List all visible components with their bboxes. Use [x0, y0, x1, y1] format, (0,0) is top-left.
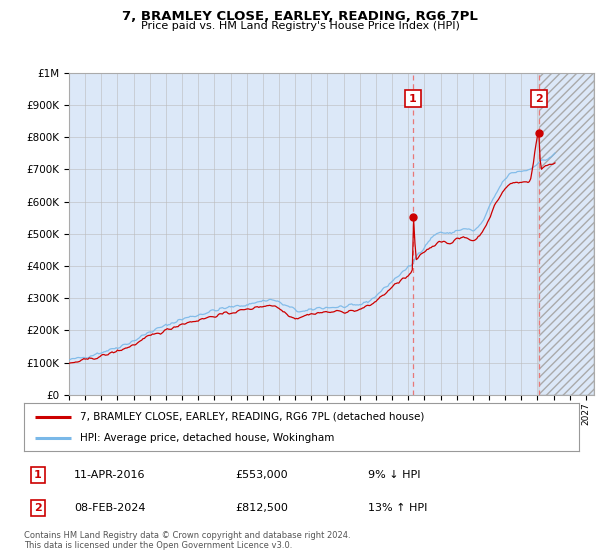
Text: 2: 2 [535, 94, 543, 104]
Text: 7, BRAMLEY CLOSE, EARLEY, READING, RG6 7PL: 7, BRAMLEY CLOSE, EARLEY, READING, RG6 7… [122, 10, 478, 23]
Text: 08-FEB-2024: 08-FEB-2024 [74, 503, 145, 513]
Text: Contains HM Land Registry data © Crown copyright and database right 2024.
This d: Contains HM Land Registry data © Crown c… [24, 531, 350, 550]
Text: 1: 1 [34, 470, 42, 480]
Text: £553,000: £553,000 [235, 470, 287, 480]
Text: HPI: Average price, detached house, Wokingham: HPI: Average price, detached house, Woki… [79, 433, 334, 444]
Text: 2: 2 [34, 503, 42, 513]
Text: 1: 1 [409, 94, 416, 104]
Text: 7, BRAMLEY CLOSE, EARLEY, READING, RG6 7PL (detached house): 7, BRAMLEY CLOSE, EARLEY, READING, RG6 7… [79, 412, 424, 422]
Text: £812,500: £812,500 [235, 503, 288, 513]
Text: Price paid vs. HM Land Registry's House Price Index (HPI): Price paid vs. HM Land Registry's House … [140, 21, 460, 31]
Text: 11-APR-2016: 11-APR-2016 [74, 470, 145, 480]
Bar [539, 73, 594, 395]
Text: 9% ↓ HPI: 9% ↓ HPI [368, 470, 421, 480]
Text: 13% ↑ HPI: 13% ↑ HPI [368, 503, 427, 513]
